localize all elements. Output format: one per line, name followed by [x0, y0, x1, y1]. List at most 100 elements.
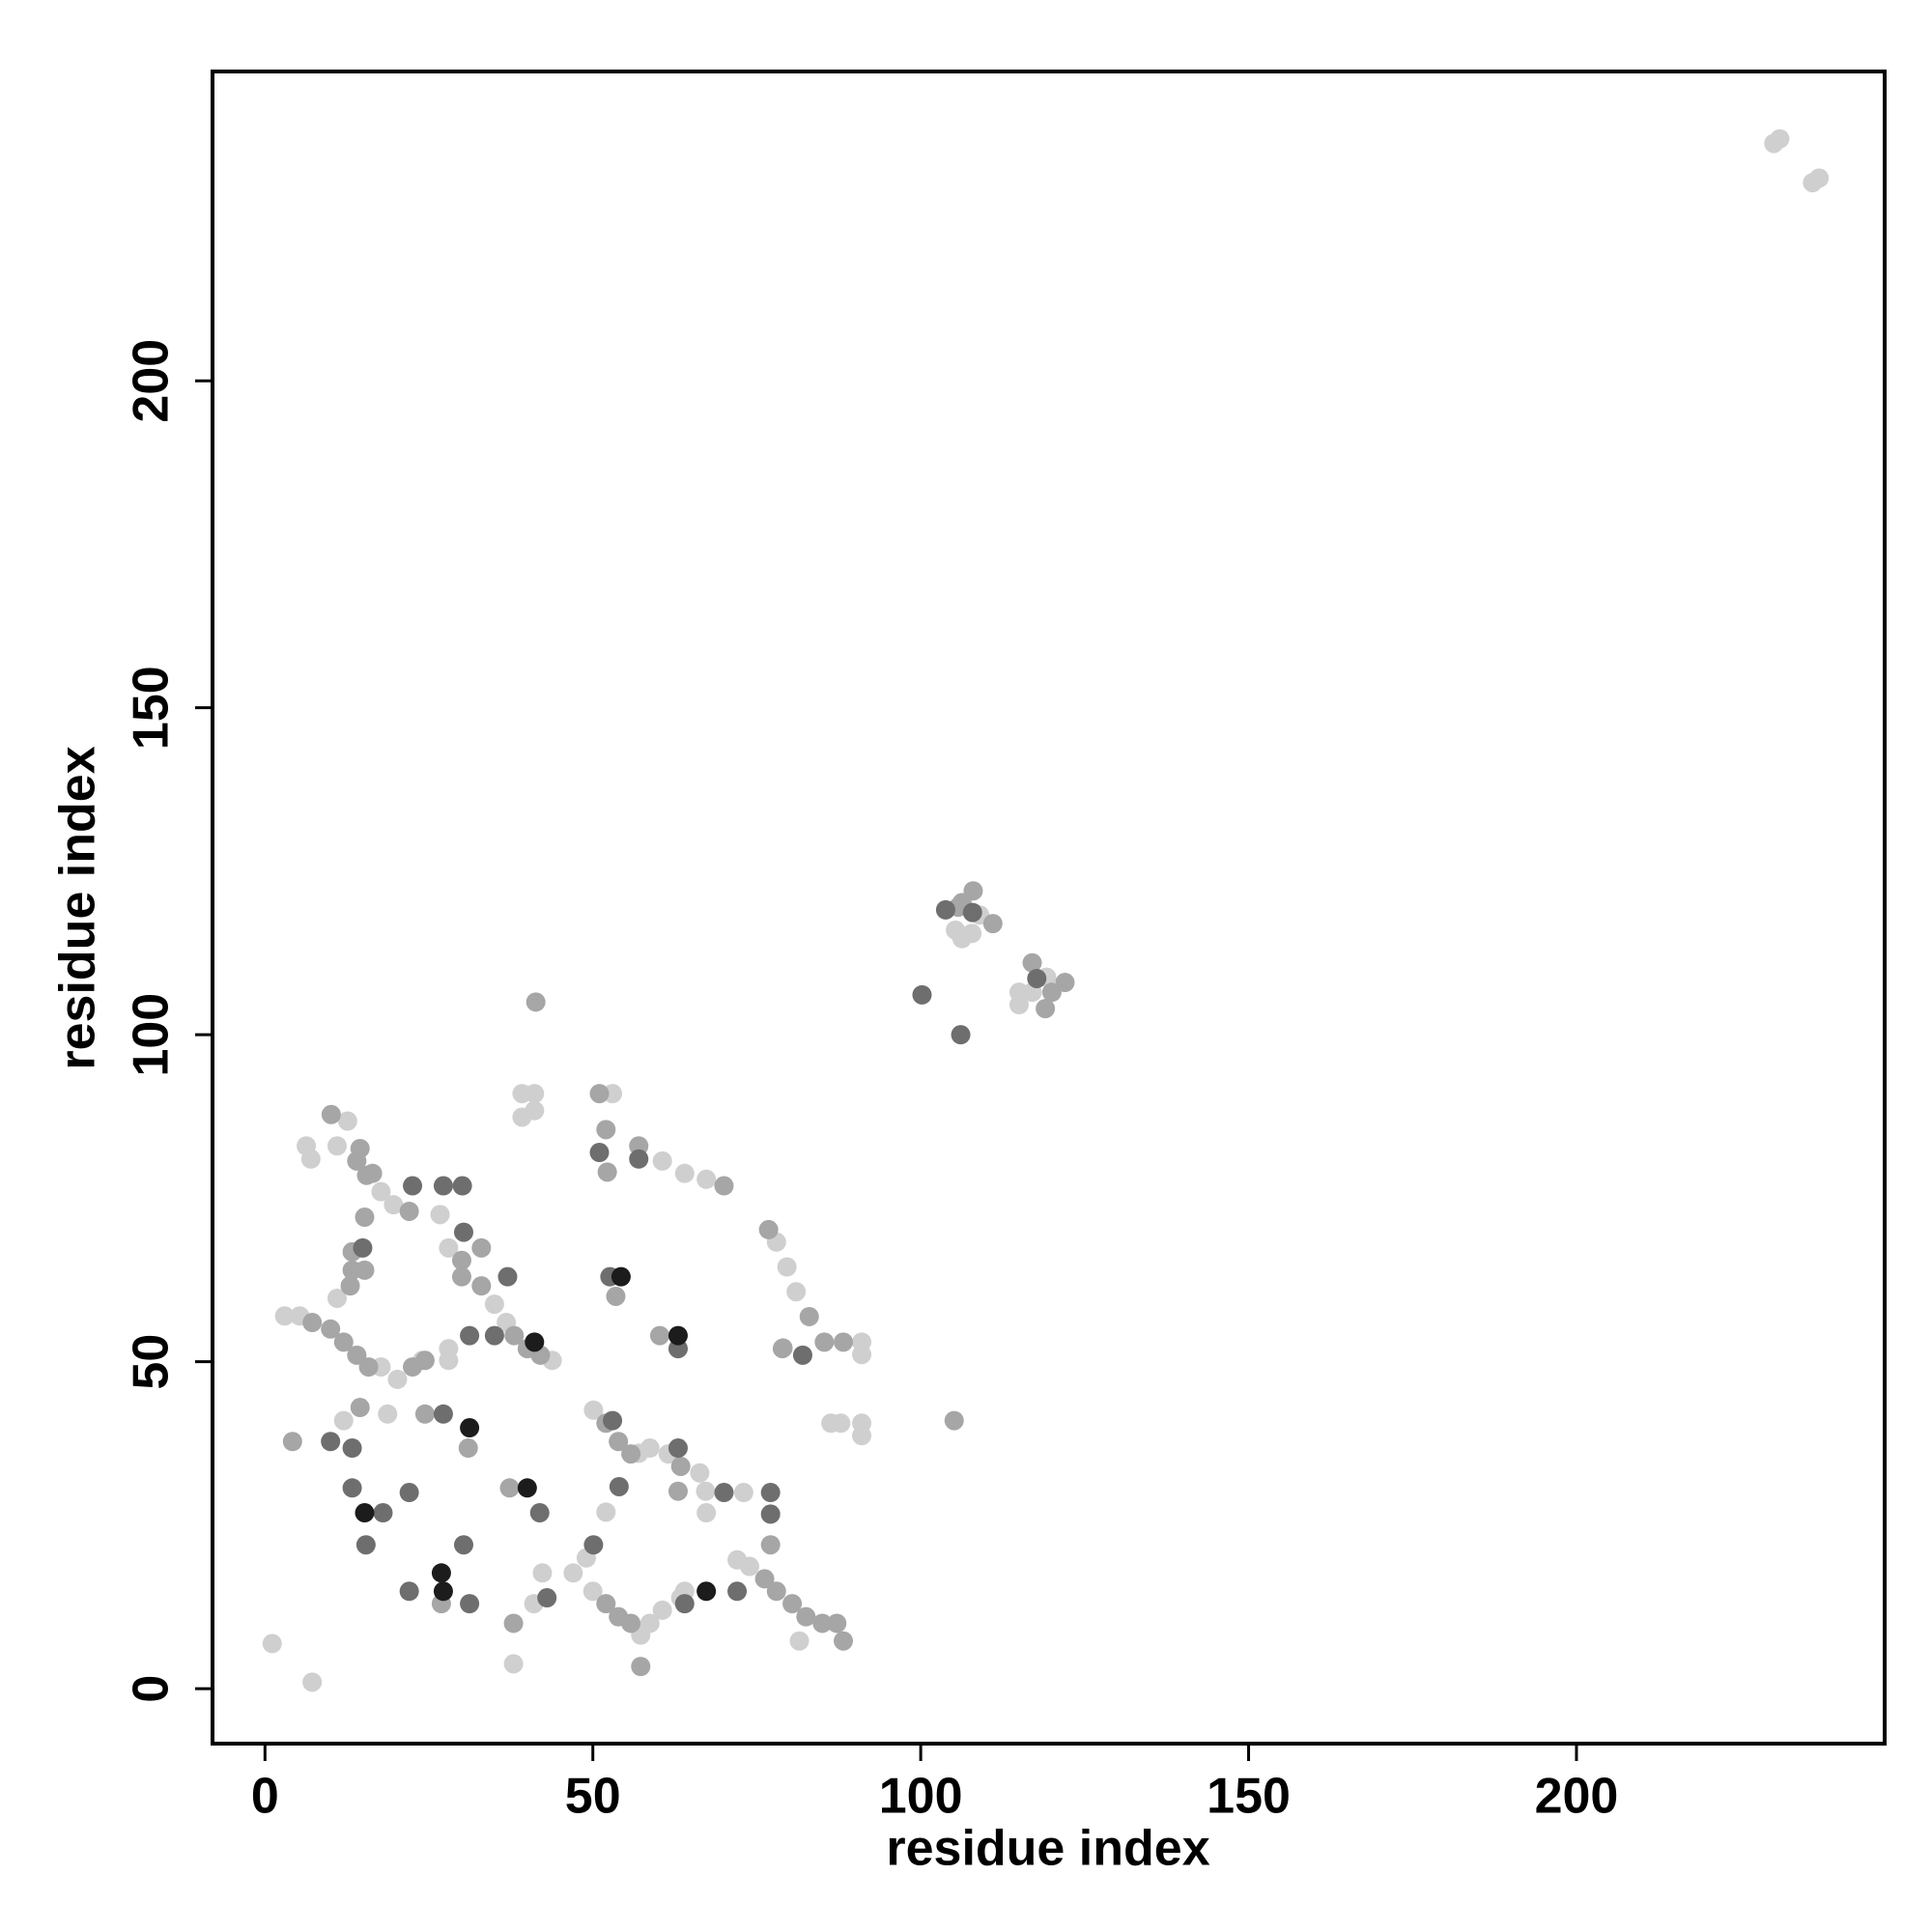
point	[452, 1176, 472, 1196]
point	[583, 1535, 604, 1555]
point	[603, 1410, 623, 1431]
point	[347, 1151, 367, 1171]
point	[772, 1339, 792, 1359]
point	[792, 1345, 812, 1365]
y-tick-label: 0	[124, 1675, 180, 1703]
point	[302, 1313, 323, 1333]
point	[668, 1325, 688, 1346]
point	[460, 1325, 480, 1346]
point	[1770, 128, 1790, 149]
point	[739, 1556, 759, 1577]
point	[300, 1149, 321, 1169]
point	[333, 1410, 354, 1431]
point	[583, 1400, 604, 1420]
point	[525, 1332, 545, 1352]
point	[353, 1237, 373, 1258]
x-tick-label: 200	[1535, 1769, 1619, 1825]
y-tick-label: 200	[124, 339, 180, 423]
point	[484, 1325, 504, 1346]
point	[355, 1535, 376, 1555]
point	[262, 1634, 282, 1654]
point	[596, 1120, 616, 1140]
point	[629, 1149, 649, 1169]
point	[834, 1631, 854, 1651]
point	[668, 1438, 688, 1459]
point	[563, 1563, 583, 1583]
point	[460, 1418, 480, 1438]
y-tick-label: 150	[124, 666, 180, 750]
point	[451, 1266, 471, 1287]
point	[782, 1594, 803, 1614]
point	[760, 1504, 781, 1524]
point	[852, 1345, 872, 1365]
point	[499, 1478, 520, 1498]
y-tick-label: 100	[124, 993, 180, 1077]
point	[451, 1250, 471, 1270]
point	[962, 923, 982, 944]
point	[471, 1276, 492, 1296]
point	[525, 1100, 545, 1121]
point	[639, 1613, 660, 1634]
point	[460, 1594, 480, 1614]
point	[834, 1332, 854, 1352]
point	[696, 1169, 717, 1189]
point	[611, 1266, 631, 1287]
point	[342, 1260, 362, 1280]
point	[439, 1350, 459, 1371]
point	[355, 1208, 375, 1228]
point	[935, 899, 955, 920]
point	[503, 1654, 524, 1674]
point	[696, 1503, 717, 1523]
x-tick-label: 100	[879, 1769, 963, 1825]
point	[430, 1205, 450, 1225]
point	[484, 1294, 504, 1315]
point	[596, 1502, 616, 1522]
point	[355, 1503, 375, 1523]
point	[1022, 952, 1042, 973]
point	[433, 1581, 453, 1602]
point	[621, 1444, 641, 1464]
point	[458, 1438, 478, 1459]
point	[831, 1413, 851, 1434]
point	[340, 1276, 360, 1296]
point	[387, 1369, 408, 1389]
point	[414, 1350, 435, 1371]
point	[597, 1162, 617, 1182]
point	[589, 1143, 610, 1163]
point	[1027, 968, 1047, 988]
point	[812, 1613, 833, 1634]
point	[337, 1111, 357, 1131]
point	[690, 1463, 710, 1483]
point	[596, 1594, 616, 1614]
point	[327, 1288, 347, 1308]
point	[606, 1286, 626, 1306]
point	[944, 1410, 964, 1431]
point	[384, 1195, 404, 1215]
point	[1041, 982, 1062, 1003]
plot-frame	[211, 70, 1887, 1746]
y-axis-label: residue index	[50, 746, 106, 1069]
x-tick-label: 150	[1207, 1769, 1291, 1825]
point	[946, 920, 966, 940]
point	[433, 1404, 453, 1424]
point	[668, 1481, 688, 1501]
point	[373, 1503, 393, 1523]
point	[537, 1588, 557, 1608]
point	[733, 1483, 753, 1503]
point	[674, 1163, 695, 1183]
point	[282, 1432, 302, 1452]
point	[1009, 995, 1029, 1015]
point	[350, 1398, 370, 1418]
point	[327, 1136, 347, 1156]
point	[609, 1476, 629, 1496]
point	[754, 1569, 775, 1589]
x-axis-label: residue index	[886, 1821, 1209, 1877]
point	[503, 1613, 524, 1634]
point	[497, 1266, 518, 1287]
point	[399, 1201, 419, 1221]
point	[696, 1581, 717, 1602]
point	[652, 1151, 672, 1171]
point	[347, 1345, 367, 1365]
